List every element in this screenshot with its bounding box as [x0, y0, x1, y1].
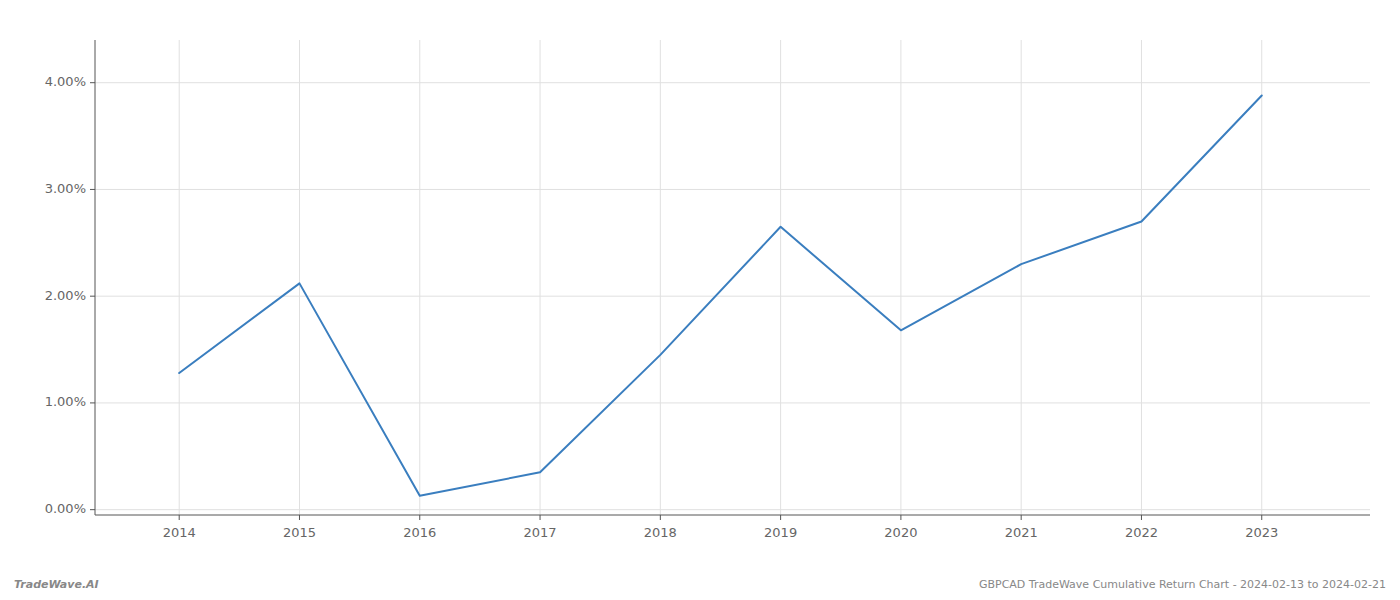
- x-tick-mark: [780, 515, 781, 520]
- x-grid-line: [299, 40, 300, 515]
- x-tick-label: 2022: [1125, 525, 1158, 540]
- y-tick-label: 1.00%: [45, 394, 86, 409]
- axes: 0.00% 1.00% 2.00% 3.00% 4.00% 2014 2015 2016 201…: [45, 40, 1370, 540]
- x-tick-mark: [1141, 515, 1142, 520]
- chart-container: 0.00% 1.00% 2.00% 3.00% 4.00% 2014 2015 2016 201…: [0, 0, 1400, 600]
- x-axis-line: [95, 515, 1370, 516]
- annotation: TradeWave.AI: [14, 578, 99, 591]
- y-tick-mark: [90, 402, 95, 403]
- x-tick-label: 2017: [524, 525, 557, 540]
- y-grid-line: [95, 189, 1370, 190]
- chart-svg: 0.00% 1.00% 2.00% 3.00% 4.00% 2014 2015 2016 201…: [0, 0, 1400, 600]
- plot-area: [179, 96, 1262, 496]
- y-tick-label: 0.00%: [45, 501, 86, 516]
- grid: [95, 40, 1370, 515]
- x-grid-line: [1141, 40, 1142, 515]
- x-grid-line: [900, 40, 901, 515]
- y-tick-mark: [90, 82, 95, 83]
- x-grid-line: [660, 40, 661, 515]
- y-tick-mark: [90, 189, 95, 190]
- y-tick-mark: [90, 509, 95, 510]
- x-tick-label: 2016: [403, 525, 436, 540]
- y-tick-label: 2.00%: [45, 288, 86, 303]
- y-grid-line: [95, 296, 1370, 297]
- x-grid-line: [179, 40, 180, 515]
- y-grid-line: [95, 402, 1370, 403]
- x-grid-line: [540, 40, 541, 515]
- x-tick-label: 2020: [884, 525, 917, 540]
- y-tick-label: 3.00%: [45, 181, 86, 196]
- y-grid-line: [95, 509, 1370, 510]
- x-tick-mark: [660, 515, 661, 520]
- x-tick-mark: [299, 515, 300, 520]
- y-axis-line: [95, 40, 96, 515]
- x-tick-mark: [419, 515, 420, 520]
- x-tick-mark: [1021, 515, 1022, 520]
- x-tick-label: 2019: [764, 525, 797, 540]
- x-grid-line: [780, 40, 781, 515]
- y-grid-line: [95, 82, 1370, 83]
- x-tick-label: 2015: [283, 525, 316, 540]
- x-grid-line: [419, 40, 420, 515]
- x-tick-label: 2021: [1005, 525, 1038, 540]
- x-grid-line: [1261, 40, 1262, 515]
- y-tick-mark: [90, 296, 95, 297]
- x-tick-mark: [179, 515, 180, 520]
- data-line: [179, 96, 1262, 496]
- x-tick-label: 2014: [163, 525, 196, 540]
- annotation: GBPCAD TradeWave Cumulative Return Chart…: [979, 578, 1386, 591]
- x-tick-mark: [540, 515, 541, 520]
- x-tick-mark: [1261, 515, 1262, 520]
- x-tick-mark: [900, 515, 901, 520]
- x-tick-label: 2023: [1245, 525, 1278, 540]
- x-grid-line: [1021, 40, 1022, 515]
- y-tick-label: 4.00%: [45, 74, 86, 89]
- x-tick-label: 2018: [644, 525, 677, 540]
